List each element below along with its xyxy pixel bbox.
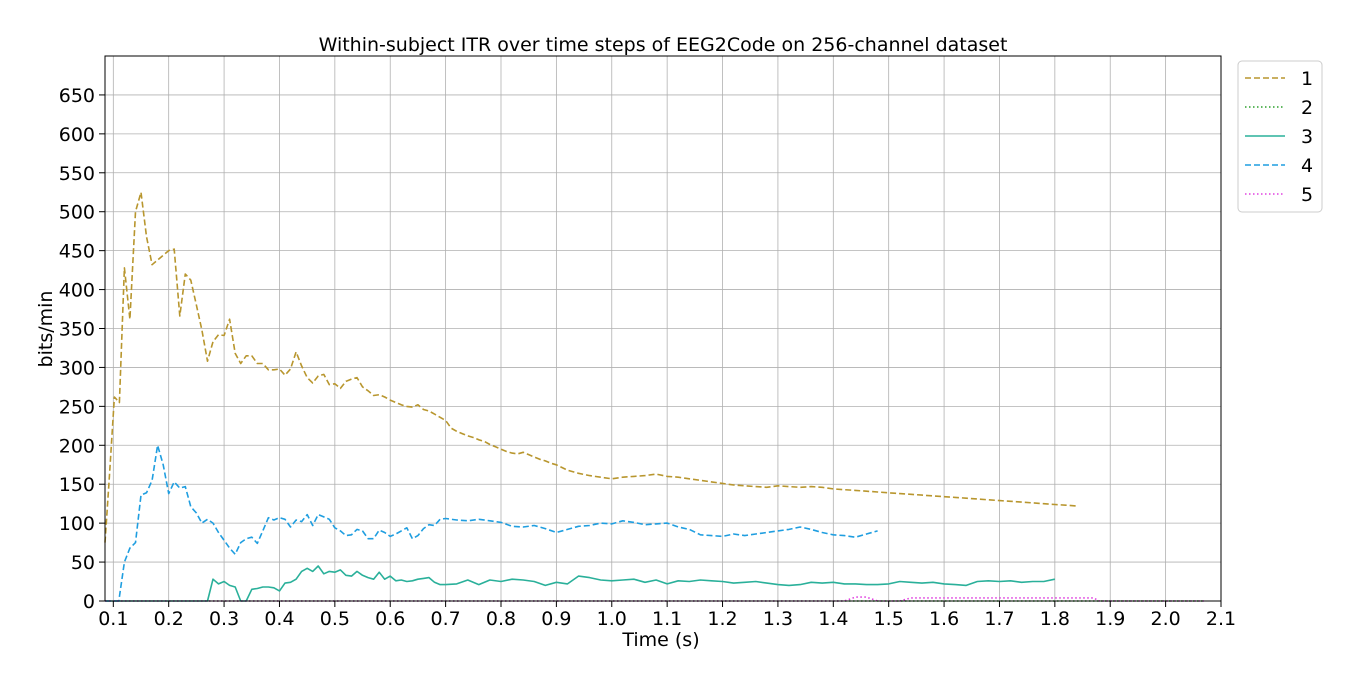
x-tick-label: 1.0: [597, 608, 627, 630]
x-tick-label: 0.1: [98, 608, 128, 630]
series-line-4: [105, 444, 878, 602]
x-tick-label: 1.9: [1095, 608, 1125, 630]
x-tick-label: 0.5: [320, 608, 350, 630]
x-tick-label: 1.2: [707, 608, 737, 630]
y-axis-label: bits/min: [35, 291, 57, 368]
y-tick-label: 0: [83, 591, 95, 613]
y-tick-label: 50: [71, 552, 95, 574]
x-tick-label: 2.0: [1151, 608, 1181, 630]
y-tick-label: 550: [59, 163, 95, 185]
legend-label-3: 3: [1301, 126, 1313, 148]
x-tick-label: 0.3: [209, 608, 239, 630]
x-tick-label: 0.9: [541, 608, 571, 630]
x-tick-label: 0.7: [431, 608, 461, 630]
legend-label-1: 1: [1301, 68, 1313, 90]
legend-label-4: 4: [1301, 155, 1313, 177]
legend-label-2: 2: [1301, 97, 1313, 119]
y-tick-label: 650: [59, 85, 95, 107]
y-axis-ticks: 0 50 100 150 200 250 300 350 400 450 500 550 600 650: [59, 85, 105, 613]
legend-label-5: 5: [1301, 184, 1313, 206]
x-tick-label: 1.4: [818, 608, 848, 630]
y-tick-label: 250: [59, 396, 95, 418]
x-axis-ticks: 0.1 0.2 0.3 0.4 0.5 0.6 0.7 0.8 0.9 1.0 1.1 1.2 1.3 1…: [98, 601, 1236, 630]
x-tick-label: 1.6: [929, 608, 959, 630]
series-line-5: [105, 596, 1205, 602]
chart-title: Within-subject ITR over time steps of EE…: [319, 34, 1008, 56]
y-tick-label: 500: [59, 202, 95, 224]
x-tick-label: 1.1: [652, 608, 682, 630]
y-tick-label: 200: [59, 435, 95, 457]
legend-items: 1 2 3 4 5: [1245, 68, 1313, 206]
y-tick-label: 300: [59, 357, 95, 379]
x-tick-label: 1.3: [763, 608, 793, 630]
x-tick-label: 2.1: [1206, 608, 1236, 630]
y-tick-label: 400: [59, 280, 95, 302]
x-tick-label: 0.2: [154, 608, 184, 630]
x-tick-label: 0.6: [375, 608, 405, 630]
x-tick-label: 0.8: [486, 608, 516, 630]
y-tick-label: 600: [59, 124, 95, 146]
x-tick-label: 1.7: [984, 608, 1014, 630]
y-tick-label: 100: [59, 513, 95, 535]
y-tick-label: 150: [59, 474, 95, 496]
x-axis-label: Time (s): [621, 629, 699, 651]
y-tick-label: 450: [59, 241, 95, 263]
legend: 1 2 3 4 5: [1237, 60, 1323, 213]
x-tick-label: 0.4: [264, 608, 294, 630]
series-line-1: [104, 191, 1078, 543]
y-tick-label: 350: [59, 319, 95, 341]
series-lines: [104, 191, 1205, 602]
x-tick-label: 1.5: [874, 608, 904, 630]
x-tick-label: 1.8: [1040, 608, 1070, 630]
series-line-3: [105, 565, 1055, 602]
